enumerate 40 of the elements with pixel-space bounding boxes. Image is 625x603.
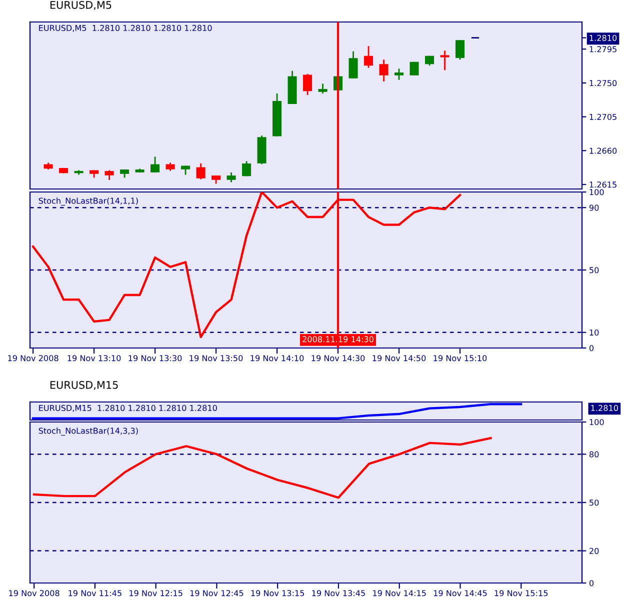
y-tick-label: 1.2750 [590,80,617,86]
x-tick-label: 19 Nov 13:45 [312,590,365,596]
y-tick-label: 50 [590,267,599,274]
x-tick-label: 19 Nov 13:30 [128,355,182,362]
x-tick-label: 19 Nov 14:30 [312,355,365,362]
y-tick-label: 1.2795 [590,46,616,52]
chart-subtitle: EURUSD,M15 1.2810 1.2810 1.2810 1.2810 [39,404,217,412]
text: Stoch_NoLastBar(14,1,1) [38,198,138,206]
x-tick-label: 19 Nov 14:10 [250,355,304,362]
y-tick-label: 0 [589,580,594,586]
ref-line-label: 2008.11.19 14:30 [302,336,374,342]
y-tick-label: 1.2810 [590,34,617,41]
y-tick-label: 100 [590,419,604,426]
y-tick-label: 100 [590,189,604,196]
y-tick-label: 1.2660 [590,148,617,154]
text: Stoch_NoLastBar(14,3,3) [38,428,138,436]
x-tick-label: 19 Nov 12:15 [130,590,182,596]
x-tick-label: 19 Nov 2008 [8,355,58,362]
y-tick-label: 1.2615 [590,182,616,188]
x-tick-label: 19 Nov 12:45 [190,590,244,596]
x-tick-label: 19 Nov 14:50 [372,355,426,362]
y-tick-label: 20 [590,548,599,554]
y-tick-label: 50 [590,500,599,506]
y-tick-label: 90 [589,204,599,211]
y-tick-label: 0 [589,345,594,352]
x-tick-label: 19 Nov 13:50 [190,355,243,362]
x-tick-label: 19 Nov 13:15 [251,590,304,596]
x-tick-label: 19 Nov 14:45 [434,590,487,596]
x-tick-label: 19 Nov 2008 [9,590,60,596]
y-tick-label: 1.2705 [590,114,616,120]
y-tick-label: 80 [589,451,599,458]
x-tick-label: 19 Nov 15:10 [434,355,487,362]
x-tick-label: 19 Nov 11:45 [68,590,122,596]
chart-subtitle: EURUSD,M5 1.2810 1.2810 1.2810 1.2810 [39,24,212,32]
x-tick-label: 19 Nov 15:15 [494,590,548,596]
chart-title: EURUSD,M15 [50,380,118,390]
y-tick-label: 10 [590,329,599,336]
x-tick-label: 19 Nov 14:15 [373,590,426,596]
chart-title: EURUSD,M5 [50,0,112,10]
x-tick-label: 19 Nov 13:10 [68,355,121,362]
